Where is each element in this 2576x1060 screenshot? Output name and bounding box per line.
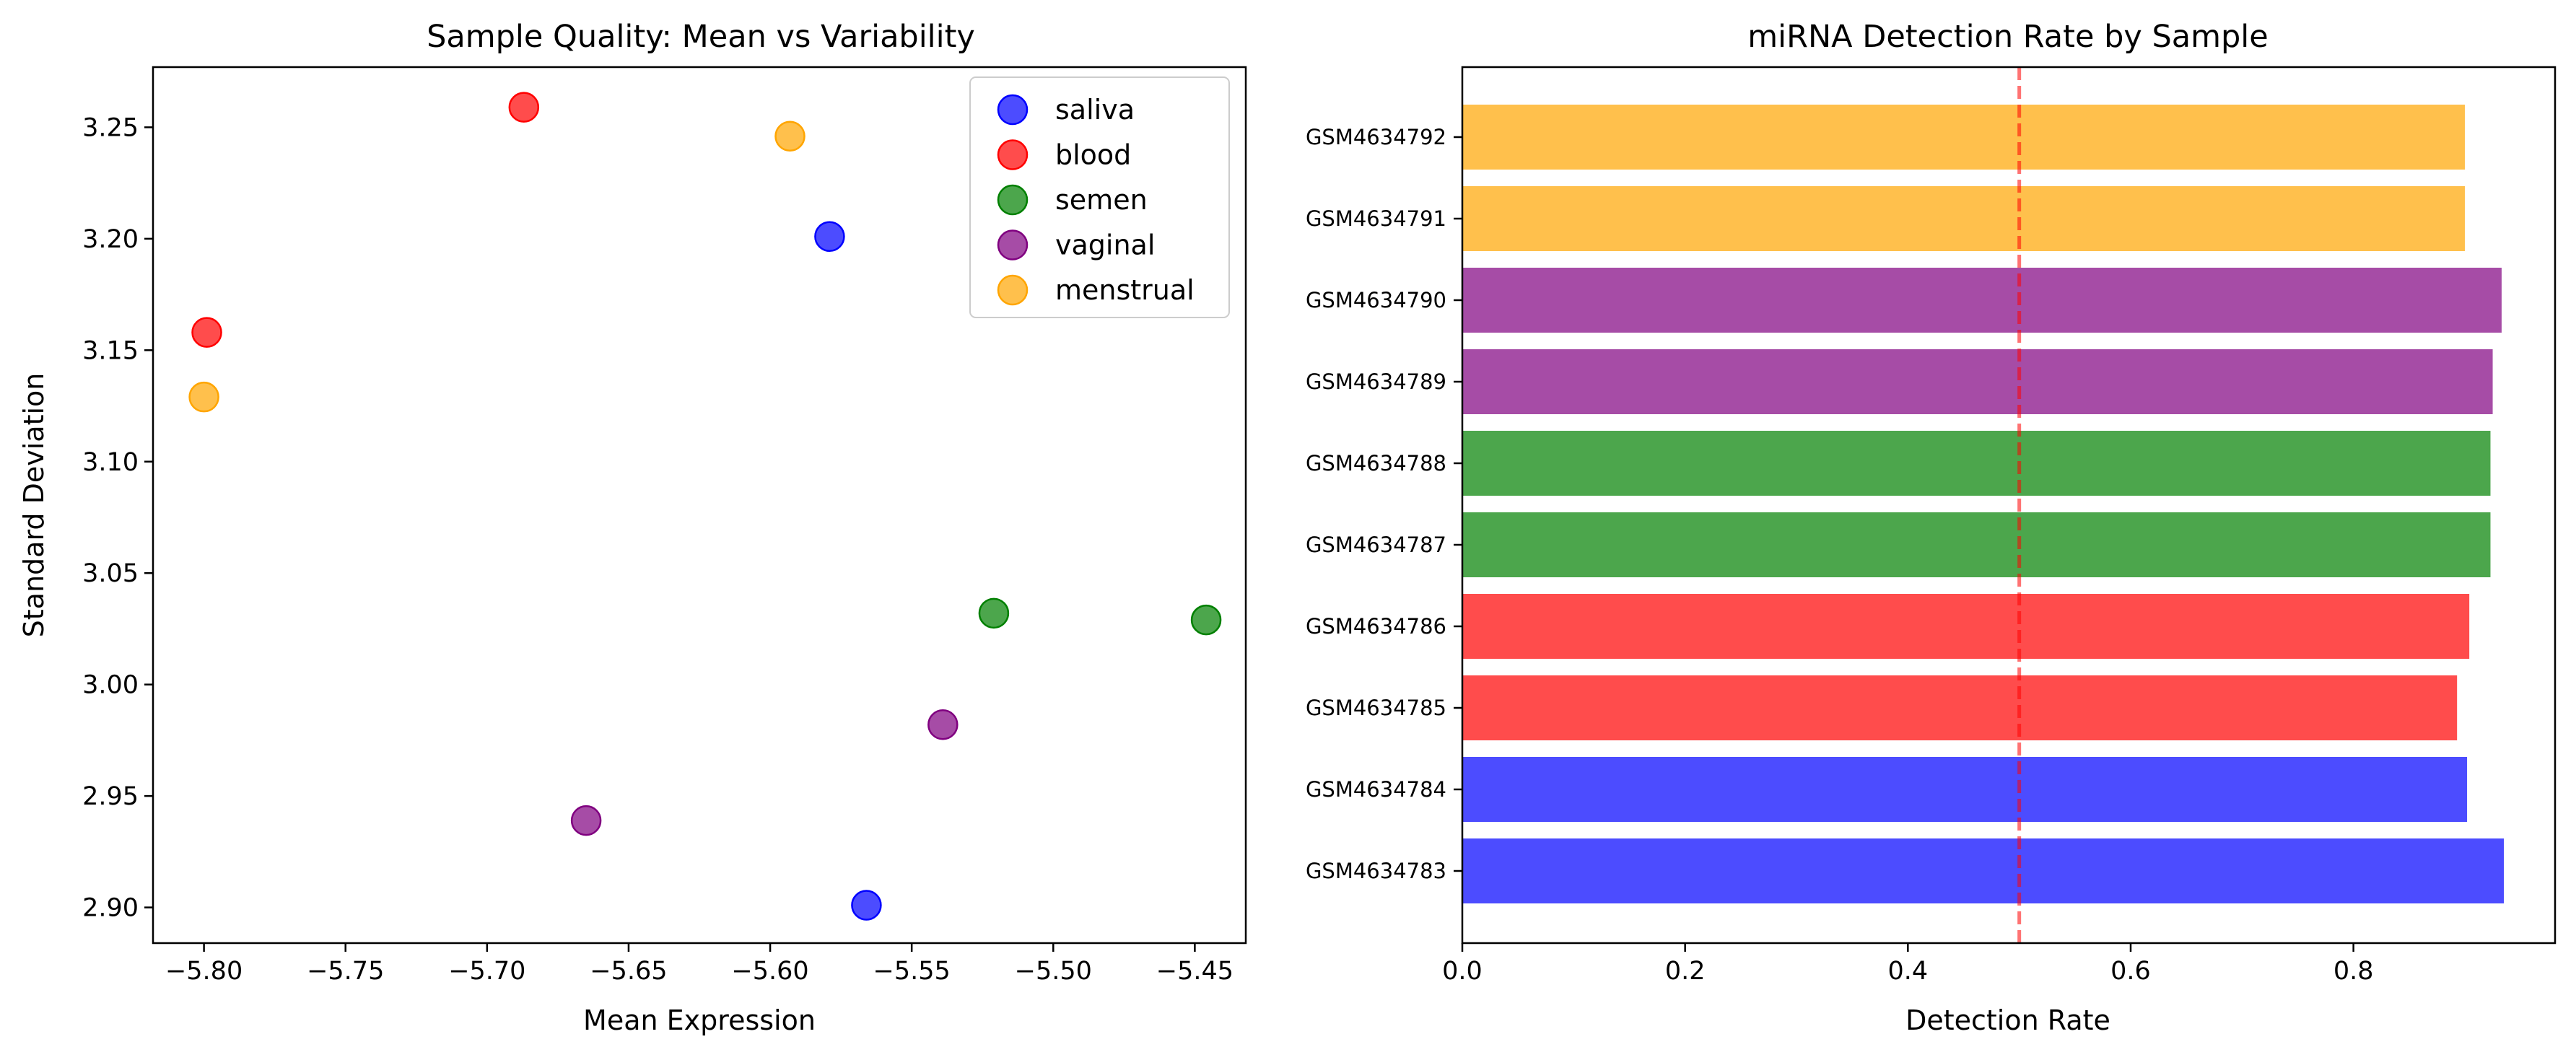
scatter-x-tick-label: −5.75	[307, 957, 384, 986]
bar-GSM4634783	[1462, 838, 2505, 903]
scatter-point-vaginal-1	[927, 709, 959, 740]
legend-label-saliva: saliva	[1055, 94, 1135, 126]
bar-plot-area	[1461, 66, 2557, 945]
legend-label-vaginal: vaginal	[1055, 229, 1155, 261]
scatter-y-axis-label: Standard Deviation	[18, 373, 50, 638]
scatter-y-tick-label: 3.05	[82, 559, 139, 588]
scatter-x-tick-label: −5.60	[731, 957, 808, 986]
scatter-x-tick-label: −5.65	[590, 957, 667, 986]
bar-category-label: GSM4634792	[1306, 125, 1446, 149]
scatter-y-ticks: 2.90 2.95 3.00 3.05 3.10 3.15 3.20 3.25	[82, 113, 153, 923]
scatter-point-vaginal-2	[570, 805, 602, 836]
scatter-point-semen-2	[1190, 604, 1222, 636]
bar-x-axis-label: Detection Rate	[1905, 1004, 2110, 1036]
bar-category-label: GSM4634791	[1306, 206, 1446, 231]
scatter-x-tick-label: −5.70	[448, 957, 525, 986]
scatter-y-tick-label: 3.15	[82, 336, 139, 365]
bar-x-tick-label: 0.0	[1442, 957, 1483, 986]
legend-marker-saliva	[997, 94, 1029, 126]
bar-GSM4634789	[1462, 349, 2493, 414]
bar-category-label: GSM4634786	[1306, 614, 1446, 639]
bar-category-label: GSM4634790	[1306, 288, 1446, 312]
legend-marker-semen	[997, 184, 1029, 216]
legend-label-blood: blood	[1055, 139, 1131, 171]
bar-x-tick-label: 0.6	[2110, 957, 2151, 986]
legend-marker-vaginal	[997, 229, 1029, 260]
bar-x-tick-label: 0.8	[2333, 957, 2374, 986]
legend-marker-blood	[997, 139, 1029, 170]
scatter-points	[188, 92, 1222, 921]
bars	[1462, 105, 2505, 903]
bar-GSM4634784	[1462, 757, 2468, 822]
bar-GSM4634790	[1462, 268, 2502, 333]
legend-marker-menstrual	[997, 274, 1029, 306]
scatter-title: Sample Quality: Mean vs Variability	[427, 19, 975, 55]
bar-x-tick-label: 0.4	[1887, 957, 1928, 986]
scatter-x-tick-label: −5.55	[873, 957, 951, 986]
scatter-point-blood-2	[191, 317, 222, 348]
bar-GSM4634787	[1462, 512, 2491, 577]
bar-x-ticks: 0.0 0.2 0.4 0.6 0.8	[1442, 943, 2373, 986]
scatter-x-tick-label: −5.80	[165, 957, 243, 986]
bar-category-label: GSM4634789	[1306, 369, 1446, 394]
bar-GSM4634785	[1462, 675, 2458, 740]
bar-GSM4634792	[1462, 105, 2465, 170]
scatter-y-tick-label: 3.10	[82, 448, 139, 477]
scatter-point-blood-1	[508, 92, 540, 123]
scatter-point-saliva-1	[814, 221, 845, 253]
bar-category-label: GSM4634783	[1306, 859, 1446, 883]
scatter-y-tick-label: 3.20	[82, 225, 139, 254]
scatter-x-ticks: −5.80 −5.75 −5.70 −5.65 −5.60 −5.55 −5.50 −5.45	[165, 943, 1234, 986]
scatter-chart: Sample Quality: Mean vs Variability −5.8…	[18, 19, 1247, 1036]
scatter-y-tick-label: 2.90	[82, 894, 139, 923]
bar-GSM4634788	[1462, 431, 2491, 496]
scatter-point-menstrual-2	[188, 381, 219, 413]
scatter-y-tick-label: 3.25	[82, 113, 139, 142]
bar-title: miRNA Detection Rate by Sample	[1747, 19, 2268, 55]
scatter-x-tick-label: −5.50	[1015, 957, 1092, 986]
scatter-x-tick-label: −5.45	[1156, 957, 1234, 986]
scatter-point-saliva-2	[851, 890, 882, 921]
bar-category-label: GSM4634787	[1306, 533, 1446, 557]
legend-label-semen: semen	[1055, 184, 1148, 216]
bar-x-tick-label: 0.2	[1665, 957, 1706, 986]
scatter-y-tick-label: 2.95	[82, 782, 139, 811]
bar-category-label: GSM4634788	[1306, 451, 1446, 476]
bar-GSM4634786	[1462, 594, 2470, 659]
bar-category-label: GSM4634785	[1306, 696, 1446, 720]
bar-GSM4634791	[1462, 186, 2465, 251]
scatter-x-axis-label: Mean Expression	[583, 1004, 816, 1036]
scatter-point-semen-1	[978, 597, 1010, 629]
scatter-point-menstrual-1	[774, 121, 805, 152]
scatter-y-tick-label: 3.00	[82, 671, 139, 700]
bar-category-label: GSM4634784	[1306, 777, 1446, 802]
bar-y-ticks: GSM4634783 GSM4634784 GSM4634785 GSM4634786…	[1306, 125, 1462, 883]
legend-label-menstrual: menstrual	[1055, 274, 1195, 306]
legend-frame	[969, 76, 1230, 318]
bar-chart: miRNA Detection Rate by Sample 0.0 0.2 0.4…	[1306, 19, 2557, 1036]
scatter-legend: saliva blood semen vaginal menstrual	[969, 76, 1230, 318]
scatter-plot-area	[152, 66, 1247, 945]
